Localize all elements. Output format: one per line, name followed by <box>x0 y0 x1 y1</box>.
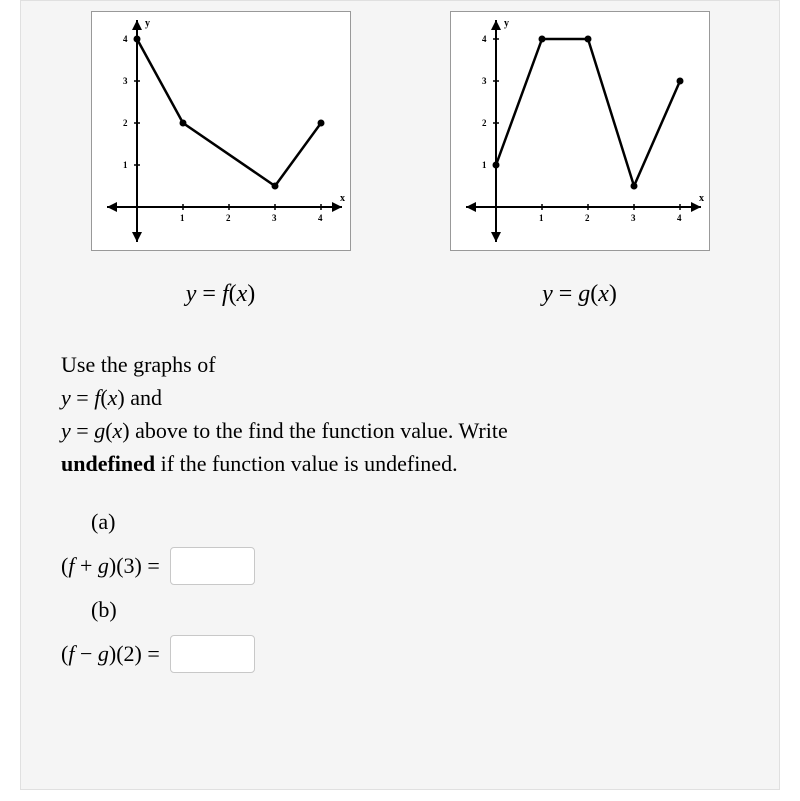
t: )(3) = <box>109 553 160 578</box>
svg-text:2: 2 <box>226 213 231 223</box>
t: ( <box>105 418 112 443</box>
svg-text:3: 3 <box>482 76 487 86</box>
instr-line1: Use the graphs of <box>61 348 739 381</box>
t: above to the find the function value. Wr… <box>130 418 508 443</box>
svg-text:y: y <box>504 18 509 29</box>
t: y <box>61 418 71 443</box>
t: if the function value is undefined. <box>155 451 457 476</box>
t: = <box>71 418 94 443</box>
t: ) <box>122 418 129 443</box>
svg-text:1: 1 <box>123 160 128 170</box>
caption-close: ) <box>609 281 617 307</box>
graph-f-box: y x 1 2 3 4 1 2 3 4 <box>91 11 351 251</box>
t: x <box>113 418 123 443</box>
question-block: (a) (f + g)(3) = (b) (f − g)(2) = <box>21 480 779 676</box>
caption-close: ) <box>247 281 255 307</box>
graph-f-caption: y = f(x) <box>91 281 351 308</box>
svg-text:x: x <box>699 193 704 204</box>
graph-f-block: yx12341234 y = f(x) <box>91 11 351 308</box>
part-a-input[interactable] <box>170 547 255 585</box>
svg-text:3: 3 <box>631 213 636 223</box>
caption-g: g <box>578 281 590 307</box>
instr-line3: y = g(x) above to the find the function … <box>61 414 739 447</box>
part-a-label: (a) <box>61 500 739 544</box>
caption-x: x <box>237 281 248 307</box>
svg-text:2: 2 <box>482 118 487 128</box>
graph-g-block: y x 1 2 3 4 1 2 3 4 y = g(x) <box>450 11 710 308</box>
svg-text:2: 2 <box>123 118 128 128</box>
part-a-line: (f + g)(3) = <box>61 544 739 588</box>
svg-text:y: y <box>145 18 150 29</box>
part-b-input[interactable] <box>170 635 255 673</box>
caption-y: y <box>542 281 553 307</box>
t: g <box>98 641 109 666</box>
svg-text:1: 1 <box>482 160 487 170</box>
graph-f-svg: y x 1 2 3 4 1 2 3 4 <box>92 12 352 252</box>
caption-eq: = <box>196 281 222 307</box>
caption-f: f <box>222 281 229 307</box>
graph-g-caption: y = g(x) <box>450 281 710 308</box>
svg-text:2: 2 <box>585 213 590 223</box>
part-b-expr: (f − g)(2) = <box>61 632 160 676</box>
question-panel: yx12341234 y = f(x) yx12341234 y = g(x) … <box>20 0 780 790</box>
t: )(2) = <box>109 641 160 666</box>
t: and <box>125 385 162 410</box>
t: = <box>71 385 94 410</box>
graphs-row: yx12341234 y = f(x) yx12341234 y = g(x) <box>21 1 779 308</box>
instructions: Use the graphs of y = f(x) and y = g(x) … <box>21 308 779 480</box>
caption-y: y <box>186 281 197 307</box>
t: ) <box>117 385 124 410</box>
svg-text:3: 3 <box>123 76 128 86</box>
t: + <box>74 553 97 578</box>
caption-open: ( <box>229 281 237 307</box>
t: g <box>94 418 105 443</box>
svg-text:4: 4 <box>677 213 682 223</box>
part-b-line: (f − g)(2) = <box>61 632 739 676</box>
instr-line4: undefined if the function value is undef… <box>61 447 739 480</box>
caption-eq: = <box>553 281 579 307</box>
undefined-bold: undefined <box>61 451 155 476</box>
t: x <box>108 385 118 410</box>
svg-text:x: x <box>340 193 345 204</box>
caption-x: x <box>598 281 609 307</box>
svg-text:4: 4 <box>482 34 487 44</box>
instr-line2: y = f(x) and <box>61 381 739 414</box>
svg-text:1: 1 <box>539 213 544 223</box>
part-a-expr: (f + g)(3) = <box>61 544 160 588</box>
t: y <box>61 385 71 410</box>
graph-g-box: y x 1 2 3 4 1 2 3 4 <box>450 11 710 251</box>
svg-text:4: 4 <box>318 213 323 223</box>
svg-text:4: 4 <box>123 34 128 44</box>
t: g <box>98 553 109 578</box>
svg-text:1: 1 <box>180 213 185 223</box>
graph-g-svg: y x 1 2 3 4 1 2 3 4 <box>451 12 711 252</box>
t: − <box>74 641 97 666</box>
svg-text:3: 3 <box>272 213 277 223</box>
part-b-label: (b) <box>61 588 739 632</box>
t: ( <box>100 385 107 410</box>
